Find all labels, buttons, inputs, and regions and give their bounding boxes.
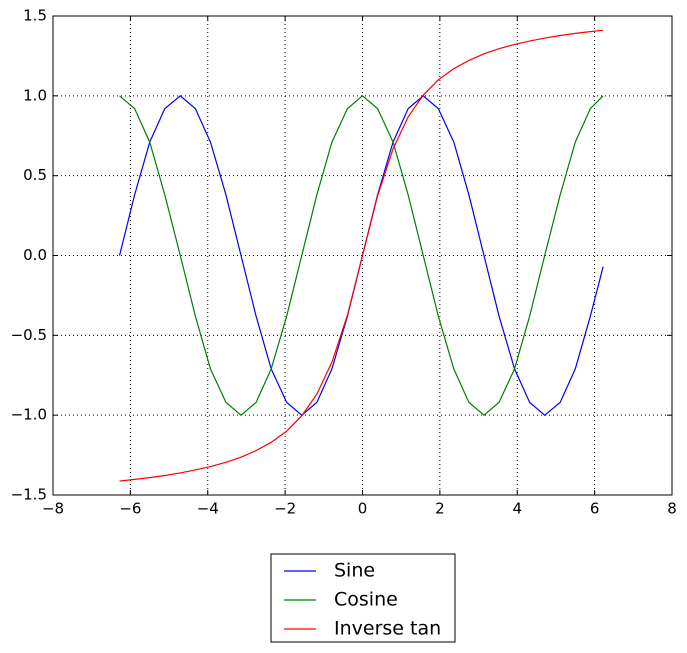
ticks: −8 −6 −4 −2 0 2 4 6 8 −1.5 −1.0 −0.5 0.0 0.5 1.0 1.5: [11, 7, 677, 518]
series-line: [119, 95, 604, 416]
legend: Sine Cosine Inverse tan: [270, 553, 456, 643]
x-tick-label: 6: [590, 500, 600, 518]
y-tick-label: 0.0: [23, 246, 47, 264]
x-tick-label: −4: [197, 500, 219, 518]
y-tick-label: −1.5: [11, 486, 47, 504]
x-tick-label: 8: [667, 500, 677, 518]
x-tick-label: −6: [119, 500, 141, 518]
y-tick-label: 1.0: [23, 86, 47, 104]
x-tick-label: −2: [274, 500, 296, 518]
y-tick-label: −0.5: [11, 326, 47, 344]
y-tick-label: 0.5: [23, 166, 47, 184]
y-tick-label: 1.5: [23, 7, 47, 25]
x-tick-label: 2: [435, 500, 445, 518]
legend-label: Cosine: [334, 589, 398, 611]
legend-label: Sine: [334, 560, 375, 582]
series-line: [119, 29, 604, 482]
x-tick-label: 0: [358, 500, 368, 518]
legend-frame: [270, 553, 456, 643]
lines: [118, 29, 604, 482]
y-tick-label: −1.0: [11, 406, 47, 424]
x-tick-label: 4: [512, 500, 522, 518]
legend-label: Inverse tan: [334, 618, 441, 640]
x-tick-label: −8: [42, 500, 64, 518]
